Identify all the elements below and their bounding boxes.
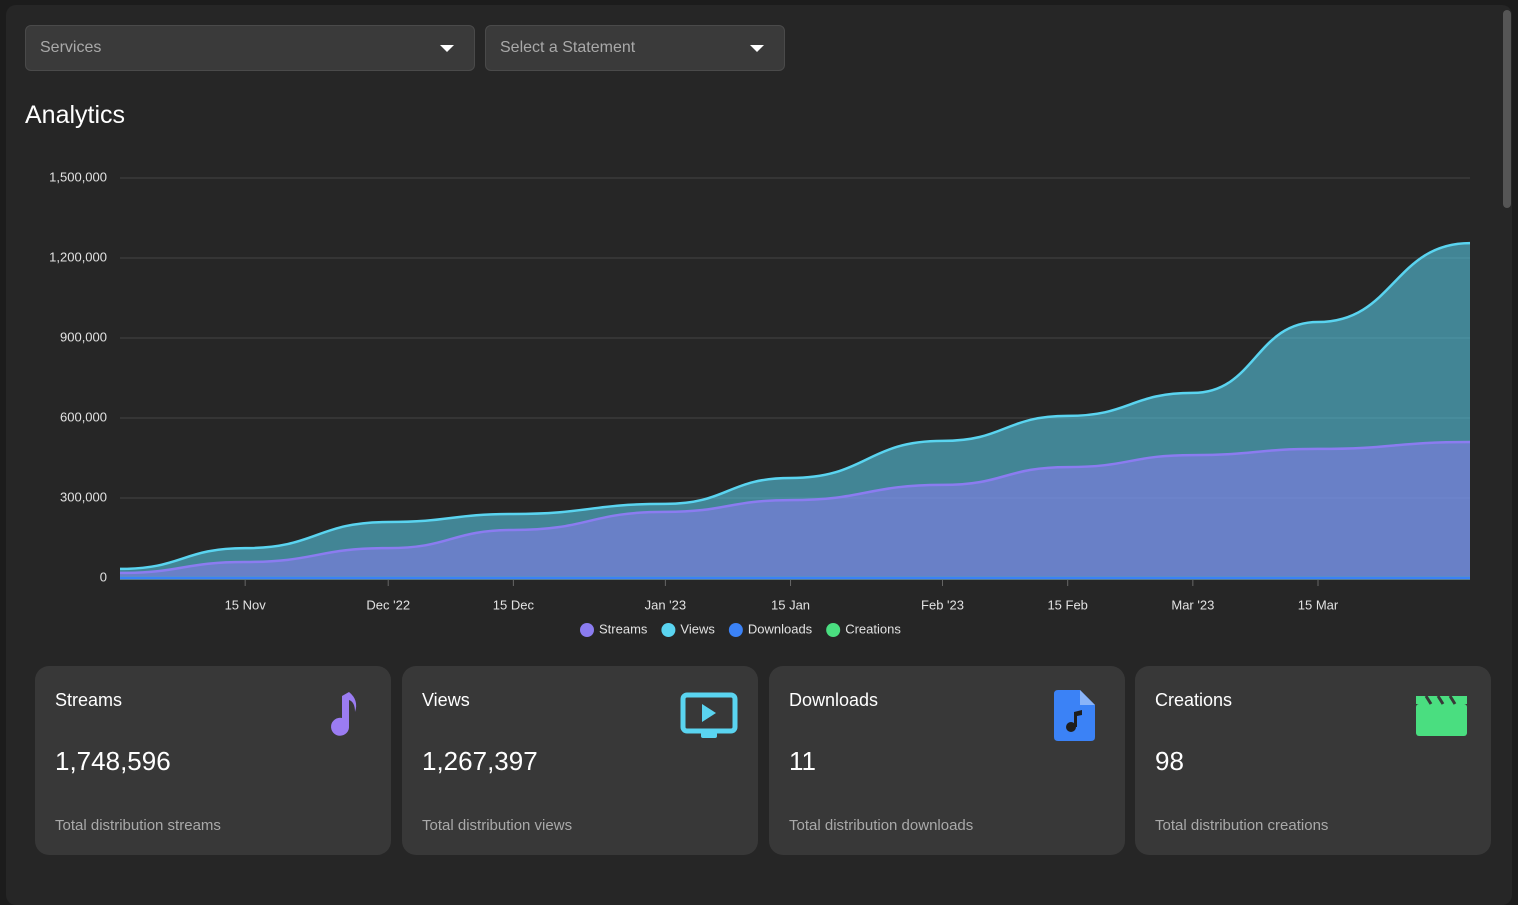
card: Downloads 11 Total distribution download… <box>769 666 1125 855</box>
card-caption: Total distribution views <box>422 817 572 834</box>
legend-swatch <box>661 623 675 637</box>
legend-swatch <box>729 623 743 637</box>
file-icon <box>1054 690 1096 742</box>
card-caption: Total distribution downloads <box>789 817 973 834</box>
y-tick-label: 600,000 <box>60 409 107 424</box>
card-caption: Total distribution streams <box>55 817 221 834</box>
y-tick-label: 300,000 <box>60 489 107 504</box>
x-tick-label: 15 Jan <box>771 597 810 612</box>
clapper-icon <box>1416 694 1468 738</box>
card-caption: Total distribution creations <box>1155 817 1328 834</box>
x-tick-label: 15 Feb <box>1047 597 1087 612</box>
legend-label: Streams <box>599 621 648 636</box>
legend-label: Downloads <box>748 621 813 636</box>
music-icon <box>325 692 361 740</box>
x-tick-label: Mar '23 <box>1171 597 1214 612</box>
x-tick-label: 15 Nov <box>225 597 267 612</box>
x-tick-label: Feb '23 <box>921 597 964 612</box>
legend-swatch <box>580 623 594 637</box>
chart: 0 300,000 600,000 900,000 1,200,000 1,500,000… <box>0 0 1518 660</box>
card: Views 1,267,397 Total distribution views <box>402 666 758 855</box>
tv-icon <box>680 692 738 740</box>
card-title: Views <box>422 690 470 711</box>
card-title: Downloads <box>789 690 878 711</box>
legend-label: Creations <box>845 621 901 636</box>
y-tick-label: 0 <box>100 569 107 584</box>
x-tick-label: 15 Mar <box>1298 597 1339 612</box>
y-tick-label: 1,500,000 <box>49 169 107 184</box>
card: Creations 98 Total distribution creation… <box>1135 666 1491 855</box>
card-value: 98 <box>1155 746 1184 777</box>
legend-label: Views <box>680 621 715 636</box>
card: Streams 1,748,596 Total distribution str… <box>35 666 391 855</box>
y-tick-label: 900,000 <box>60 329 107 344</box>
x-tick-label: Dec '22 <box>366 597 410 612</box>
y-tick-label: 1,200,000 <box>49 249 107 264</box>
card-value: 1,748,596 <box>55 746 171 777</box>
card-value: 1,267,397 <box>422 746 538 777</box>
legend-swatch <box>826 623 840 637</box>
area <box>120 442 1470 578</box>
x-tick-label: 15 Dec <box>493 597 535 612</box>
x-tick-label: Jan '23 <box>645 597 687 612</box>
card-title: Creations <box>1155 690 1232 711</box>
card-title: Streams <box>55 690 122 711</box>
card-value: 11 <box>789 746 816 777</box>
